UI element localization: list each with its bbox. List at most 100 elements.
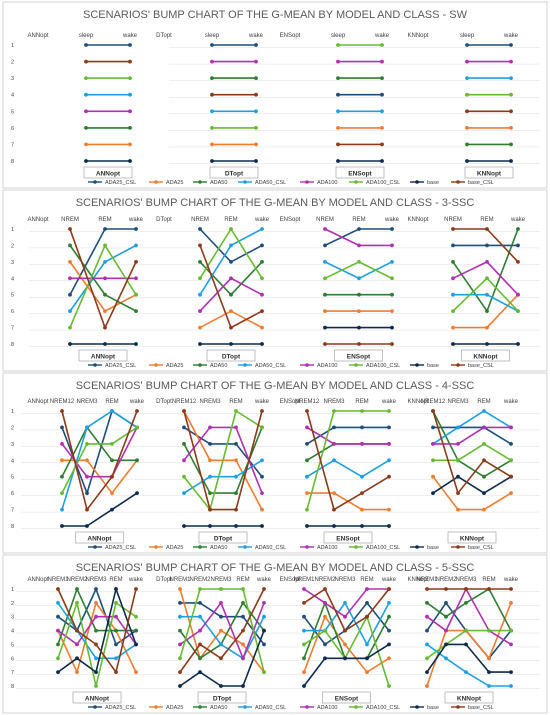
series-point-base_CSL: [210, 92, 214, 97]
series-point-ADA100: [85, 474, 89, 479]
series-point-ADA100: [178, 642, 182, 647]
legend-swatch-point: [354, 363, 358, 367]
class-header-label: REM: [355, 399, 368, 405]
series-line-ADA100_CSL: [433, 442, 512, 462]
legend-swatch-point: [154, 545, 158, 549]
rank-label: 5: [11, 475, 14, 481]
series-point-ADA100: [219, 601, 223, 605]
class-header-label: sleep: [79, 33, 94, 39]
class-header-label: NREM12: [172, 399, 197, 405]
series-point-base_CSL: [135, 409, 139, 413]
legend-label: ADA25_CSL: [105, 705, 136, 711]
class-header-label: NREM3: [334, 577, 356, 583]
rank-label: 4: [11, 629, 14, 635]
series-point-ADA100_CSL: [128, 76, 132, 80]
legend-swatch-point: [456, 363, 460, 367]
class-header-label: wake: [381, 577, 397, 583]
series-line-ADA50_CSL: [183, 459, 263, 494]
legend-swatch-point: [415, 363, 419, 367]
bump-panel-2: SCENARIOS' BUMP CHART OF THE G-MEAN BY M…: [2, 189, 548, 372]
model-header-label: ENSopt: [280, 217, 301, 223]
class-header-label: NREM3: [210, 577, 232, 583]
model-box: [72, 691, 122, 704]
series-line-ADA100_CSL: [61, 426, 138, 494]
series-point-ADA100: [465, 59, 469, 64]
series-point-base: [60, 524, 64, 528]
class-header-label: wake: [503, 33, 519, 39]
rank-label: 4: [11, 93, 14, 99]
legend-swatch-point: [415, 180, 419, 184]
series-point-ADA25_CSL: [387, 628, 391, 633]
series-point-base_CSL: [302, 601, 306, 605]
series-point-ADA100: [75, 642, 79, 647]
series-point-ADA25_CSL: [128, 43, 132, 47]
series-point-base: [85, 524, 89, 528]
series-point-ADA100_CSL: [260, 276, 264, 281]
model-header-label: KNNopt: [407, 399, 428, 405]
series-point-base_CSL: [85, 507, 89, 512]
series-point-ADA100: [128, 109, 132, 114]
series-point-base_CSL: [134, 260, 138, 264]
rank-label: 3: [11, 260, 14, 266]
model-box: [209, 166, 259, 179]
class-header-label: REM: [224, 217, 237, 223]
series-point-ADA25: [485, 325, 489, 330]
rank-label: 1: [11, 587, 14, 593]
class-header-label: NREM: [61, 217, 79, 223]
series-point-ADA100_CSL: [464, 628, 468, 633]
model-box-label: ANNopt: [96, 171, 121, 178]
series-point-ADA25: [387, 656, 391, 661]
series-point-ADA50: [134, 628, 138, 633]
series-point-ADA50: [380, 76, 384, 80]
series-point-ADA25: [390, 309, 394, 313]
class-header-label: wake: [374, 33, 390, 39]
series-point-ADA50: [134, 309, 138, 313]
series-line-ADA25: [432, 476, 512, 511]
series-point-base_CSL: [332, 507, 336, 512]
series-point-ADA25_CSL: [219, 614, 223, 619]
series-point-ADA50_CSL: [84, 92, 88, 97]
series-point-base_CSL: [482, 458, 486, 463]
class-header-label: NREM3: [76, 399, 98, 405]
series-point-ADA25: [198, 325, 202, 330]
class-header-label: NREM: [444, 217, 462, 223]
series-point-base_CSL: [431, 409, 435, 413]
series-point-ADA50_CSL: [485, 292, 489, 297]
series-point-base: [323, 656, 327, 661]
series-point-ADA50_CSL: [387, 458, 391, 463]
legend-label: ADA100: [317, 545, 338, 551]
series-point-base_CSL: [254, 92, 258, 97]
series-point-ADA50_CSL: [444, 656, 448, 661]
series-point-ADA25_CSL: [260, 474, 264, 479]
series-point-ADA25: [60, 458, 64, 463]
series-point-base_CSL: [262, 587, 266, 591]
series-point-ADA100: [357, 243, 361, 248]
series-point-base_CSL: [451, 227, 455, 231]
series-point-base: [487, 670, 491, 674]
series-point-base_CSL: [343, 628, 347, 633]
rank-label: 4: [11, 458, 14, 464]
series-point-ADA100_CSL: [357, 260, 361, 264]
model-box: [444, 691, 494, 704]
series-point-base: [262, 628, 266, 633]
series-point-ADA25: [323, 614, 327, 619]
series-point-ADA100: [210, 59, 214, 64]
series-point-ADA50: [305, 458, 309, 463]
series-point-ADA100_CSL: [94, 684, 98, 688]
legend-label: ADA50_CSL: [255, 545, 286, 551]
rank-label: 7: [11, 326, 14, 332]
class-header-label: NREM: [191, 217, 209, 223]
legend-label: ADA25_CSL: [105, 180, 136, 186]
model-box-label: KNNopt: [460, 536, 485, 543]
series-point-base: [360, 524, 364, 528]
series-point-ADA25_CSL: [94, 587, 98, 591]
series-point-ADA100_CSL: [241, 587, 245, 591]
series-point-ADA100_CSL: [68, 325, 72, 330]
series-line-ADA100_CSL: [183, 409, 263, 512]
class-header-label: NREM2: [66, 577, 88, 583]
legend-swatch-point: [198, 545, 202, 549]
series-point-base_CSL: [241, 628, 245, 633]
series-point-ADA25_CSL: [336, 92, 340, 97]
class-header-label: wake: [503, 399, 519, 405]
series-point-base_CSL: [68, 227, 72, 231]
